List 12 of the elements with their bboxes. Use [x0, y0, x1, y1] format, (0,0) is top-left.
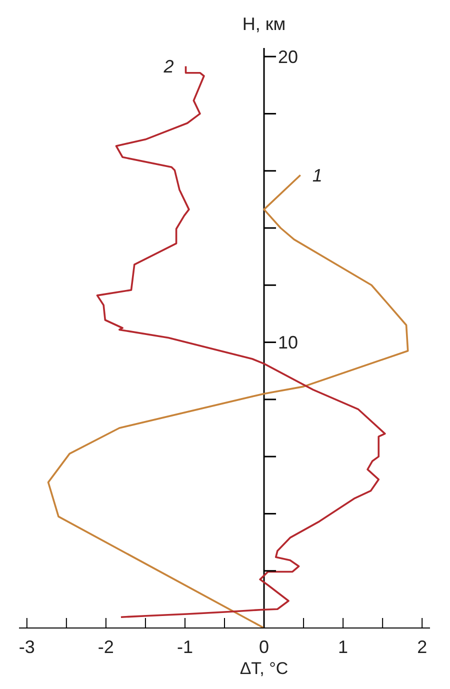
x-tick-label: -3 — [18, 636, 35, 657]
series-label: 2 — [162, 56, 174, 77]
y-tick-label: 20 — [278, 46, 298, 67]
x-tick-label: 2 — [417, 636, 428, 657]
x-tick-label: -1 — [176, 636, 193, 657]
x-tick-label: 0 — [259, 636, 270, 657]
x-axis-title: ΔT, °C — [240, 659, 288, 678]
x-tick-label: -2 — [98, 636, 114, 657]
x-tick-label: 1 — [338, 636, 348, 657]
y-tick-label: 10 — [278, 332, 298, 353]
y-axis-title: H, км — [242, 14, 286, 34]
series-label: 1 — [312, 165, 322, 186]
